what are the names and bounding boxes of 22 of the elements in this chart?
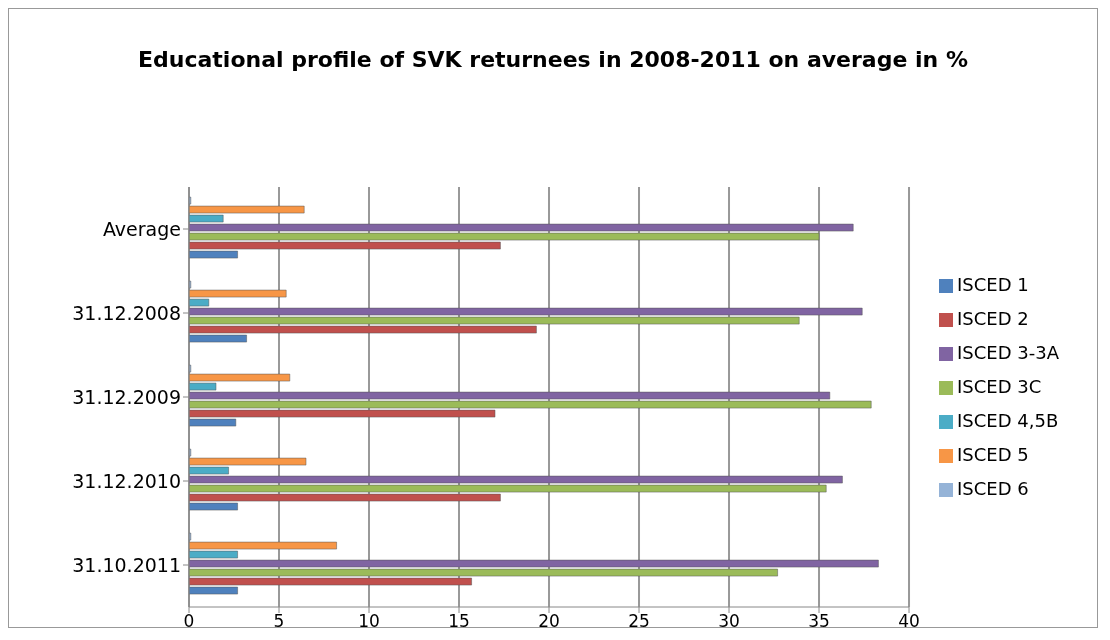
y-tick-label: Average <box>102 217 181 240</box>
y-tick-label: 31.12.2009 <box>72 385 181 408</box>
y-tick-label: 31.10.2011 <box>72 553 181 576</box>
legend-label: ISCED 5 <box>957 444 1029 465</box>
legend-label: ISCED 3C <box>957 376 1042 397</box>
x-tick-label: 35 <box>808 611 830 632</box>
legend-label: ISCED 2 <box>957 308 1029 329</box>
x-tick-label: 10 <box>358 611 380 632</box>
chart-title: Educational profile of SVK returnees in 2008-2011 on average in % <box>137 46 969 74</box>
x-tick-label: 40 <box>898 611 920 632</box>
x-tick-label: 0 <box>183 611 195 632</box>
y-tick-label: 31.12.2010 <box>72 469 181 492</box>
x-tick-label: 30 <box>718 611 740 632</box>
legend-label: ISCED 4,5B <box>957 410 1059 431</box>
y-tick-label: 31.12.2008 <box>72 301 181 324</box>
legend-label: ISCED 3-3A <box>957 342 1059 363</box>
x-tick-label: 25 <box>628 611 650 632</box>
legend-label: ISCED 1 <box>957 274 1029 295</box>
x-tick-label: 15 <box>448 611 470 632</box>
x-tick-label: 5 <box>273 611 285 632</box>
legend-label: ISCED 6 <box>957 478 1029 499</box>
x-tick-label: 20 <box>538 611 560 632</box>
